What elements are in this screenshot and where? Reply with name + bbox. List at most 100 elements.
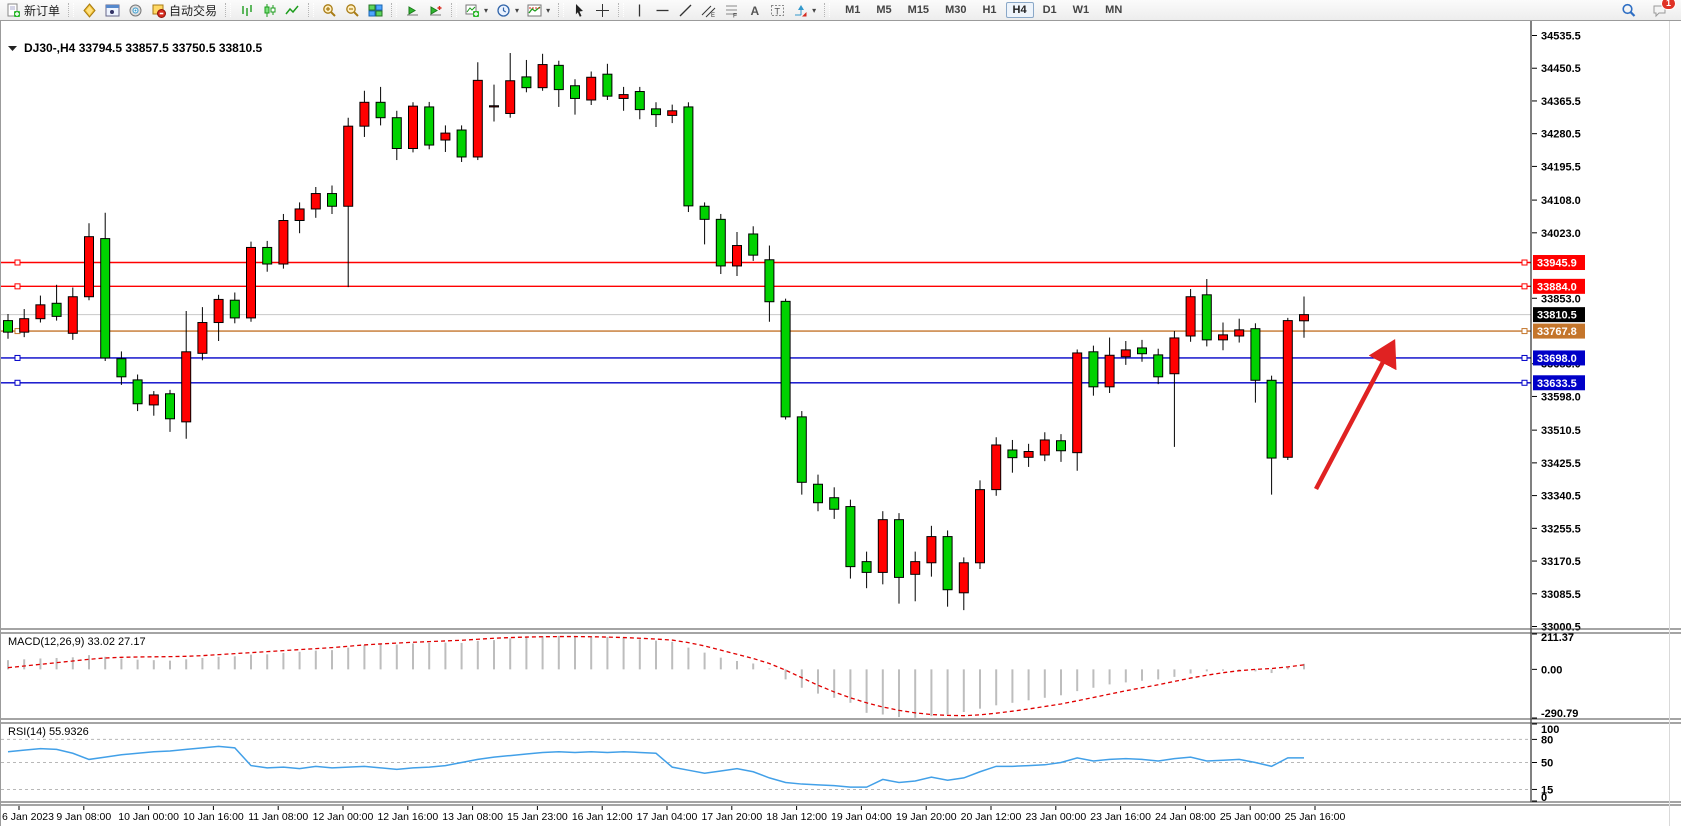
chevron-down-icon[interactable]: ▾ xyxy=(546,5,551,15)
timeframe-button-h4[interactable]: H4 xyxy=(1005,2,1034,18)
candle xyxy=(683,106,694,207)
new-chart-icon xyxy=(465,4,480,17)
candlestick-mode-button[interactable] xyxy=(258,0,281,20)
candle xyxy=(310,193,321,210)
vertical-line-button[interactable] xyxy=(628,0,651,20)
svg-text:F: F xyxy=(733,12,737,18)
new-chart-button[interactable]: ▾ xyxy=(461,0,492,20)
candle xyxy=(440,132,451,141)
auto-trading-button-label: 自动交易 xyxy=(169,3,218,18)
price-badge: 33945.9 xyxy=(1533,255,1585,271)
line-handle[interactable] xyxy=(14,283,21,290)
chart-menu-arrow-icon[interactable] xyxy=(8,46,17,51)
candle xyxy=(861,561,872,573)
price-tick-label: 34195.5 xyxy=(1541,161,1581,173)
trendline-icon xyxy=(679,4,692,16)
text-button[interactable]: A xyxy=(743,0,766,20)
timeframe-button-m5[interactable]: M5 xyxy=(876,4,892,16)
candle xyxy=(100,238,111,359)
bar-chart-mode-button[interactable] xyxy=(235,0,258,20)
candle xyxy=(148,394,159,406)
candle xyxy=(67,296,78,334)
auto-scroll-button[interactable] xyxy=(401,0,424,20)
date-tick-label: 18 Jan 12:00 xyxy=(766,811,827,823)
chart-shift-button[interactable] xyxy=(424,0,447,20)
rsi-tick-label: 15 xyxy=(1541,784,1553,796)
chevron-down-icon[interactable]: ▾ xyxy=(812,5,817,15)
navigator-icon xyxy=(129,4,142,16)
macd-tick-label: 0.00 xyxy=(1541,664,1562,676)
horizontal-line-button[interactable] xyxy=(651,0,674,20)
shapes-button[interactable]: ▾ xyxy=(789,0,820,20)
horizontal-line-object[interactable] xyxy=(1,354,1531,361)
line-chart-icon xyxy=(285,5,299,14)
timeframe-button-d1[interactable]: D1 xyxy=(1042,4,1057,16)
chevron-down-icon[interactable]: ▾ xyxy=(484,5,489,15)
market-watch-button[interactable] xyxy=(78,0,101,20)
channel-button[interactable]: E xyxy=(697,0,720,20)
date-tick-label: 25 Jan 00:00 xyxy=(1220,811,1281,823)
line-handle[interactable] xyxy=(1521,283,1528,290)
text-label-button[interactable]: T xyxy=(766,0,789,20)
timeframe-button-m15[interactable]: M15 xyxy=(907,4,930,16)
line-handle[interactable] xyxy=(1521,259,1528,266)
auto-trading-button[interactable]: 自动交易 xyxy=(147,0,221,20)
toolbar-separator xyxy=(824,3,831,17)
date-tick-label: 9 Jan 08:00 xyxy=(56,811,111,823)
macd-tick-label: 211.37 xyxy=(1541,632,1574,644)
trend-arrow-object[interactable] xyxy=(1314,339,1397,491)
navigator-button[interactable] xyxy=(124,0,147,20)
trendline-button[interactable] xyxy=(674,0,697,20)
data-window-button[interactable] xyxy=(101,0,124,20)
candle xyxy=(1104,354,1115,388)
toolbar-separator xyxy=(68,3,75,17)
cursor-button[interactable] xyxy=(568,0,591,20)
candle xyxy=(375,101,386,119)
line-handle[interactable] xyxy=(1521,354,1528,361)
line-handle[interactable] xyxy=(1521,379,1528,386)
templates-button[interactable]: ▾ xyxy=(523,0,554,20)
date-tick-label: 12 Jan 00:00 xyxy=(313,811,374,823)
timeframe-button-m30[interactable]: M30 xyxy=(945,4,967,16)
profiles-button[interactable]: ▾ xyxy=(492,0,523,20)
date-tick-label: 19 Jan 04:00 xyxy=(831,811,892,823)
candle xyxy=(521,76,532,89)
line-handle[interactable] xyxy=(1521,328,1528,335)
timeframe-button-h1[interactable]: H1 xyxy=(982,4,997,16)
line-handle[interactable] xyxy=(14,259,21,266)
date-tick-label: 17 Jan 04:00 xyxy=(637,811,698,823)
timeframe-button-m1[interactable]: M1 xyxy=(845,4,861,16)
line-chart-mode-button[interactable] xyxy=(281,0,304,20)
tile-windows-icon xyxy=(368,4,383,16)
candle xyxy=(1299,314,1309,322)
rsi-tick-label: 80 xyxy=(1541,734,1553,746)
fibonacci-button[interactable]: F xyxy=(720,0,743,20)
candle xyxy=(262,246,273,265)
svg-text:33698.0: 33698.0 xyxy=(1537,353,1577,365)
timeframe-button-w1[interactable]: W1 xyxy=(1072,4,1090,16)
time-axis[interactable]: 6 Jan 2023 9 Jan 08:00 10 Jan 00:00 10 Jan … xyxy=(2,806,1346,823)
candlestick-series xyxy=(3,53,1309,611)
candle xyxy=(602,73,613,97)
crosshair-button[interactable] xyxy=(591,0,614,20)
candle xyxy=(1088,351,1099,388)
notifications-button[interactable]: 1 xyxy=(1648,0,1676,20)
candle xyxy=(1201,294,1212,341)
zoom-out-button[interactable] xyxy=(341,0,364,20)
search-button[interactable] xyxy=(1617,0,1640,20)
tile-windows-button[interactable] xyxy=(364,0,387,20)
new-order-button[interactable]: 新订单 xyxy=(2,0,64,20)
line-handle[interactable] xyxy=(14,354,21,361)
zoom-in-button[interactable] xyxy=(318,0,341,20)
price-tick-label: 33340.5 xyxy=(1541,491,1581,503)
chevron-down-icon[interactable]: ▾ xyxy=(515,5,520,15)
line-handle[interactable] xyxy=(14,379,21,386)
timeframe-button-mn[interactable]: MN xyxy=(1105,4,1123,16)
price-axis[interactable]: 34535.5 34450.5 34365.5 34280.5 34195.5 34108… xyxy=(1532,31,1585,634)
macd-label: MACD(12,26,9) 33.02 27.17 xyxy=(8,636,146,648)
date-tick-label: 23 Jan 00:00 xyxy=(1025,811,1086,823)
candle xyxy=(1153,354,1164,378)
price-tick-label: 34280.5 xyxy=(1541,129,1581,141)
toolbar-separator xyxy=(558,3,565,17)
